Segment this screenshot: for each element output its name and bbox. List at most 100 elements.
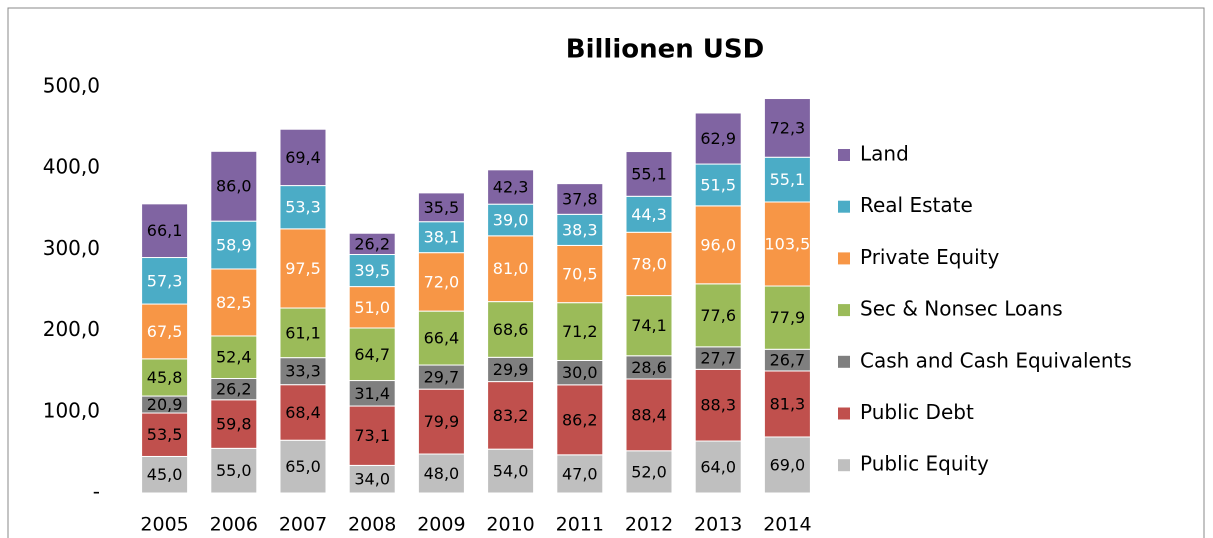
data-label: 39,0 — [493, 211, 529, 230]
y-tick-label: 100,0 — [43, 398, 100, 422]
data-label: 54,0 — [493, 462, 529, 481]
bar-segment — [210, 268, 258, 337]
data-label: 27,7 — [700, 349, 736, 368]
bar-segment — [694, 112, 742, 165]
bar-segment — [141, 303, 189, 360]
data-label: 72,0 — [424, 272, 460, 291]
bar-segment — [487, 169, 535, 205]
bar-segment — [141, 203, 189, 259]
data-label: 66,1 — [147, 221, 183, 240]
x-tick-label: 2014 — [763, 514, 811, 536]
data-label: 45,8 — [147, 368, 183, 387]
data-label: 44,3 — [631, 205, 667, 224]
data-label: 55,1 — [770, 170, 806, 189]
bar-segment — [763, 436, 811, 494]
x-tick-label: 2006 — [210, 514, 258, 536]
data-label: 45,0 — [147, 465, 183, 484]
legend-swatch — [838, 355, 850, 368]
bar-segment — [556, 302, 604, 361]
data-label: 81,3 — [770, 394, 806, 413]
bar-segment — [348, 380, 396, 407]
legend-label: Public Equity — [860, 452, 989, 476]
data-label: 73,1 — [354, 426, 390, 445]
bar-segment — [625, 295, 673, 357]
data-label: 61,1 — [285, 323, 321, 342]
data-label: 28,6 — [631, 358, 667, 377]
legend-label: Public Debt — [860, 400, 974, 424]
data-label: 26,2 — [354, 234, 390, 253]
data-label: 26,2 — [216, 380, 252, 399]
data-label: 97,5 — [285, 259, 321, 278]
data-label: 39,5 — [354, 261, 390, 280]
bar-segment — [279, 228, 327, 309]
bar-segment — [348, 286, 396, 329]
x-tick-label: 2011 — [556, 514, 604, 536]
data-label: 52,4 — [216, 348, 252, 367]
data-label: 57,3 — [147, 271, 183, 290]
x-tick-label: 2005 — [140, 514, 188, 536]
data-label: 55,1 — [631, 164, 667, 183]
bar-segment — [556, 213, 604, 246]
bar-segment — [625, 195, 673, 233]
data-label: 82,5 — [216, 293, 252, 312]
legend-label: Cash and Cash Equivalents — [860, 348, 1132, 372]
bar-segment — [279, 439, 327, 494]
data-label: 38,1 — [424, 228, 460, 247]
x-tick-label: 2008 — [348, 514, 396, 536]
data-label: 81,0 — [493, 259, 529, 278]
bar-segment — [487, 301, 535, 358]
legend-swatch — [838, 200, 850, 213]
bar-segment — [348, 405, 396, 466]
bar-segment — [141, 257, 189, 305]
bar-segment — [210, 399, 258, 449]
data-label: 47,0 — [562, 464, 598, 483]
data-label: 70,5 — [562, 265, 598, 284]
data-label: 86,2 — [562, 410, 598, 429]
data-label: 66,4 — [424, 329, 460, 348]
legend-label: Private Equity — [860, 245, 999, 269]
data-label: 53,3 — [285, 198, 321, 217]
data-label: 35,5 — [424, 198, 460, 217]
data-label: 37,8 — [562, 189, 598, 208]
data-label: 74,1 — [631, 316, 667, 335]
data-label: 83,2 — [493, 406, 529, 425]
data-label: 69,0 — [770, 455, 806, 474]
data-label: 38,3 — [562, 220, 598, 239]
data-label: 67,5 — [147, 322, 183, 341]
data-label: 42,3 — [493, 177, 529, 196]
data-label: 51,5 — [700, 175, 736, 194]
data-label: 29,7 — [424, 368, 460, 387]
bar-segment — [417, 221, 465, 254]
chart-border — [7, 7, 1205, 538]
data-label: 88,3 — [700, 396, 736, 415]
bar-segment — [210, 150, 258, 222]
data-label: 96,0 — [700, 235, 736, 254]
bar-segment — [763, 370, 811, 438]
legend-swatch — [838, 407, 850, 420]
bar-segment — [279, 357, 327, 386]
bar-segment — [141, 455, 189, 494]
data-label: 34,0 — [354, 470, 390, 489]
bar-segment — [279, 384, 327, 441]
data-label: 77,6 — [700, 306, 736, 325]
data-label: 64,7 — [354, 345, 390, 364]
legend-swatch — [838, 304, 850, 317]
x-tick-label: 2013 — [694, 514, 742, 536]
bar-segment — [348, 327, 396, 382]
bar-segment — [694, 440, 742, 494]
bar-segment — [625, 151, 673, 197]
data-label: 72,3 — [770, 118, 806, 137]
data-label: 59,8 — [216, 415, 252, 434]
y-tick-label: 400,0 — [43, 155, 100, 179]
bar-segment — [556, 183, 604, 215]
data-label: 86,0 — [216, 177, 252, 196]
bar-segment — [625, 450, 673, 494]
bar-segment — [348, 232, 396, 256]
bar-segment — [763, 201, 811, 287]
bar-segment — [279, 185, 327, 230]
bar-segment — [763, 98, 811, 158]
x-tick-label: 2007 — [279, 514, 327, 536]
legend-label: Real Estate — [860, 193, 973, 217]
data-label: 33,3 — [285, 362, 321, 381]
